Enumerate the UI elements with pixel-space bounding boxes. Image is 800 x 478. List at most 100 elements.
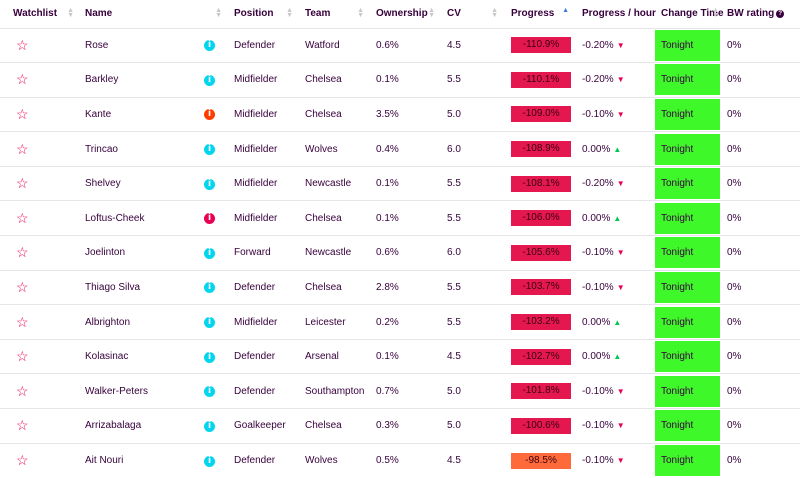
table-row[interactable]: ☆ Loftus-Cheek i Midfielder Chelsea 0.1% 5.5 -1…: [0, 200, 800, 236]
status-info-icon[interactable]: i: [204, 247, 215, 259]
trend-up-icon: ▲: [613, 213, 622, 223]
trend-down-icon: ▼: [616, 386, 625, 396]
table-row[interactable]: ☆ Thiago Silva i Defender Chelsea 2.8% 5.5 -103…: [0, 269, 800, 305]
player-name[interactable]: Albrighton: [78, 304, 204, 340]
player-cv: 5.5: [439, 269, 502, 305]
bw-rating-value: 0%: [723, 62, 800, 98]
player-cv: 4.5: [439, 442, 502, 478]
bw-rating-value: 0%: [723, 235, 800, 271]
player-ownership: 0.6%: [368, 235, 439, 271]
header-name[interactable]: Name ▲ ▼: [85, 7, 222, 20]
header-cv[interactable]: CV ▲ ▼: [447, 7, 498, 20]
status-info-icon[interactable]: i: [204, 213, 215, 225]
table-row[interactable]: ☆ Arrizabalaga i Goalkeeper Chelsea 0.3% 5.0 -1…: [0, 408, 800, 444]
player-name[interactable]: Kolasinac: [78, 338, 204, 374]
star-icon[interactable]: ☆: [16, 175, 29, 192]
header-progress[interactable]: Progress ▲: [511, 7, 569, 20]
player-name[interactable]: Loftus-Cheek: [78, 200, 204, 236]
change-time-badge: Tonight: [655, 375, 720, 407]
status-info-icon[interactable]: i: [204, 420, 215, 432]
status-info-icon[interactable]: i: [204, 282, 215, 294]
table-row[interactable]: ☆ Barkley i Midfielder Chelsea 0.1% 5.5 -110.1%…: [0, 62, 800, 98]
bw-rating-value: 0%: [723, 131, 800, 167]
player-name[interactable]: Walker-Peters: [78, 373, 204, 409]
sort-icon[interactable]: ▲ ▼: [215, 7, 222, 19]
help-icon[interactable]: ?: [776, 10, 785, 19]
header-ownership[interactable]: Ownership ▲ ▼: [376, 7, 435, 20]
progress-badge: -103.2%: [511, 314, 571, 331]
player-name[interactable]: Ait Nouri: [78, 442, 204, 478]
sort-icon[interactable]: ▲ ▼: [712, 7, 719, 19]
bw-rating-value: 0%: [723, 338, 800, 374]
sort-icon[interactable]: ▲ ▼: [491, 7, 498, 19]
change-time-badge: Tonight: [655, 306, 720, 338]
header-position[interactable]: Position ▲ ▼: [234, 7, 293, 20]
player-team: Southampton: [297, 373, 368, 409]
player-name[interactable]: Rose: [78, 27, 204, 63]
table-row[interactable]: ☆ Albrighton i Midfielder Leicester 0.2% 5.5 -1…: [0, 304, 800, 340]
sort-ascending-icon[interactable]: ▲: [562, 7, 569, 14]
star-icon[interactable]: ☆: [16, 209, 29, 226]
change-time-badge: Tonight: [655, 202, 720, 234]
star-icon[interactable]: ☆: [16, 244, 29, 261]
status-info-icon[interactable]: i: [204, 74, 215, 86]
sort-icon[interactable]: ▲ ▼: [357, 7, 364, 19]
bw-rating-value: 0%: [723, 408, 800, 444]
status-info-icon[interactable]: i: [204, 386, 215, 398]
progress-hour-value: -0.10%: [582, 420, 614, 432]
player-name[interactable]: Kante: [78, 96, 204, 132]
table-row[interactable]: ☆ Walker-Peters i Defender Southampton 0.7% 5.…: [0, 373, 800, 409]
status-info-icon[interactable]: i: [204, 144, 215, 156]
table-row[interactable]: ☆ Ait Nouri i Defender Wolves 0.5% 4.5 -98.5% -0…: [0, 442, 800, 478]
star-icon[interactable]: ☆: [16, 105, 29, 122]
sort-icon[interactable]: ▲ ▼: [67, 7, 74, 19]
bw-rating-value: 0%: [723, 165, 800, 201]
status-info-icon[interactable]: i: [204, 317, 215, 329]
star-icon[interactable]: ☆: [16, 71, 29, 88]
header-change-time[interactable]: Change Time ▲ ▼: [661, 7, 724, 20]
status-info-icon[interactable]: i: [204, 178, 215, 190]
table-row[interactable]: ☆ Shelvey i Midfielder Newcastle 0.1% 5.5 -108.…: [0, 165, 800, 201]
player-ownership: 0.3%: [368, 408, 439, 444]
table-row[interactable]: ☆ Joelinton i Forward Newcastle 0.6% 6.0 -105.6…: [0, 235, 800, 271]
player-position: Midfielder: [226, 165, 297, 201]
star-icon[interactable]: ☆: [16, 278, 29, 295]
player-cv: 4.5: [439, 27, 502, 63]
star-icon[interactable]: ☆: [16, 452, 29, 469]
player-name[interactable]: Thiago Silva: [78, 269, 204, 305]
player-ownership: 2.8%: [368, 269, 439, 305]
player-name[interactable]: Arrizabalaga: [78, 408, 204, 444]
status-info-icon[interactable]: i: [204, 109, 215, 121]
star-icon[interactable]: ☆: [16, 417, 29, 434]
player-team: Watford: [297, 27, 368, 63]
star-icon[interactable]: ☆: [16, 348, 29, 365]
player-name[interactable]: Trincao: [78, 131, 204, 167]
sort-icon[interactable]: ▲ ▼: [286, 7, 293, 19]
progress-hour-value: -0.10%: [582, 281, 614, 293]
header-progress-hour[interactable]: Progress / hour: [582, 8, 656, 20]
player-ownership: 0.1%: [368, 165, 439, 201]
table-row[interactable]: ☆ Kolasinac i Defender Arsenal 0.1% 4.5 -102.7%…: [0, 338, 800, 374]
star-icon[interactable]: ☆: [16, 313, 29, 330]
table-row[interactable]: ☆ Rose i Defender Watford 0.6% 4.5 -110.9% -0.20…: [0, 27, 800, 63]
table-row[interactable]: ☆ Trincao i Midfielder Wolves 0.4% 6.0 -108.9% 0…: [0, 131, 800, 167]
player-team: Chelsea: [297, 200, 368, 236]
star-icon[interactable]: ☆: [16, 36, 29, 53]
status-info-icon[interactable]: i: [204, 40, 215, 52]
status-info-icon[interactable]: i: [204, 351, 215, 363]
trend-down-icon: ▼: [616, 282, 625, 292]
player-cv: 5.5: [439, 165, 502, 201]
status-info-icon[interactable]: i: [204, 455, 215, 467]
player-name[interactable]: Joelinton: [78, 235, 204, 271]
star-icon[interactable]: ☆: [16, 382, 29, 399]
header-bw-rating[interactable]: BW rating?: [723, 0, 800, 28]
progress-badge: -102.7%: [511, 348, 571, 365]
header-watchlist[interactable]: Watchlist ▲ ▼: [13, 7, 74, 20]
trend-down-icon: ▼: [616, 75, 625, 85]
player-name[interactable]: Barkley: [78, 62, 204, 98]
star-icon[interactable]: ☆: [16, 140, 29, 157]
sort-icon[interactable]: ▲ ▼: [428, 7, 435, 19]
table-row[interactable]: ☆ Kante i Midfielder Chelsea 3.5% 5.0 -109.0% -0…: [0, 96, 800, 132]
header-team[interactable]: Team ▲ ▼: [305, 7, 364, 20]
player-name[interactable]: Shelvey: [78, 165, 204, 201]
